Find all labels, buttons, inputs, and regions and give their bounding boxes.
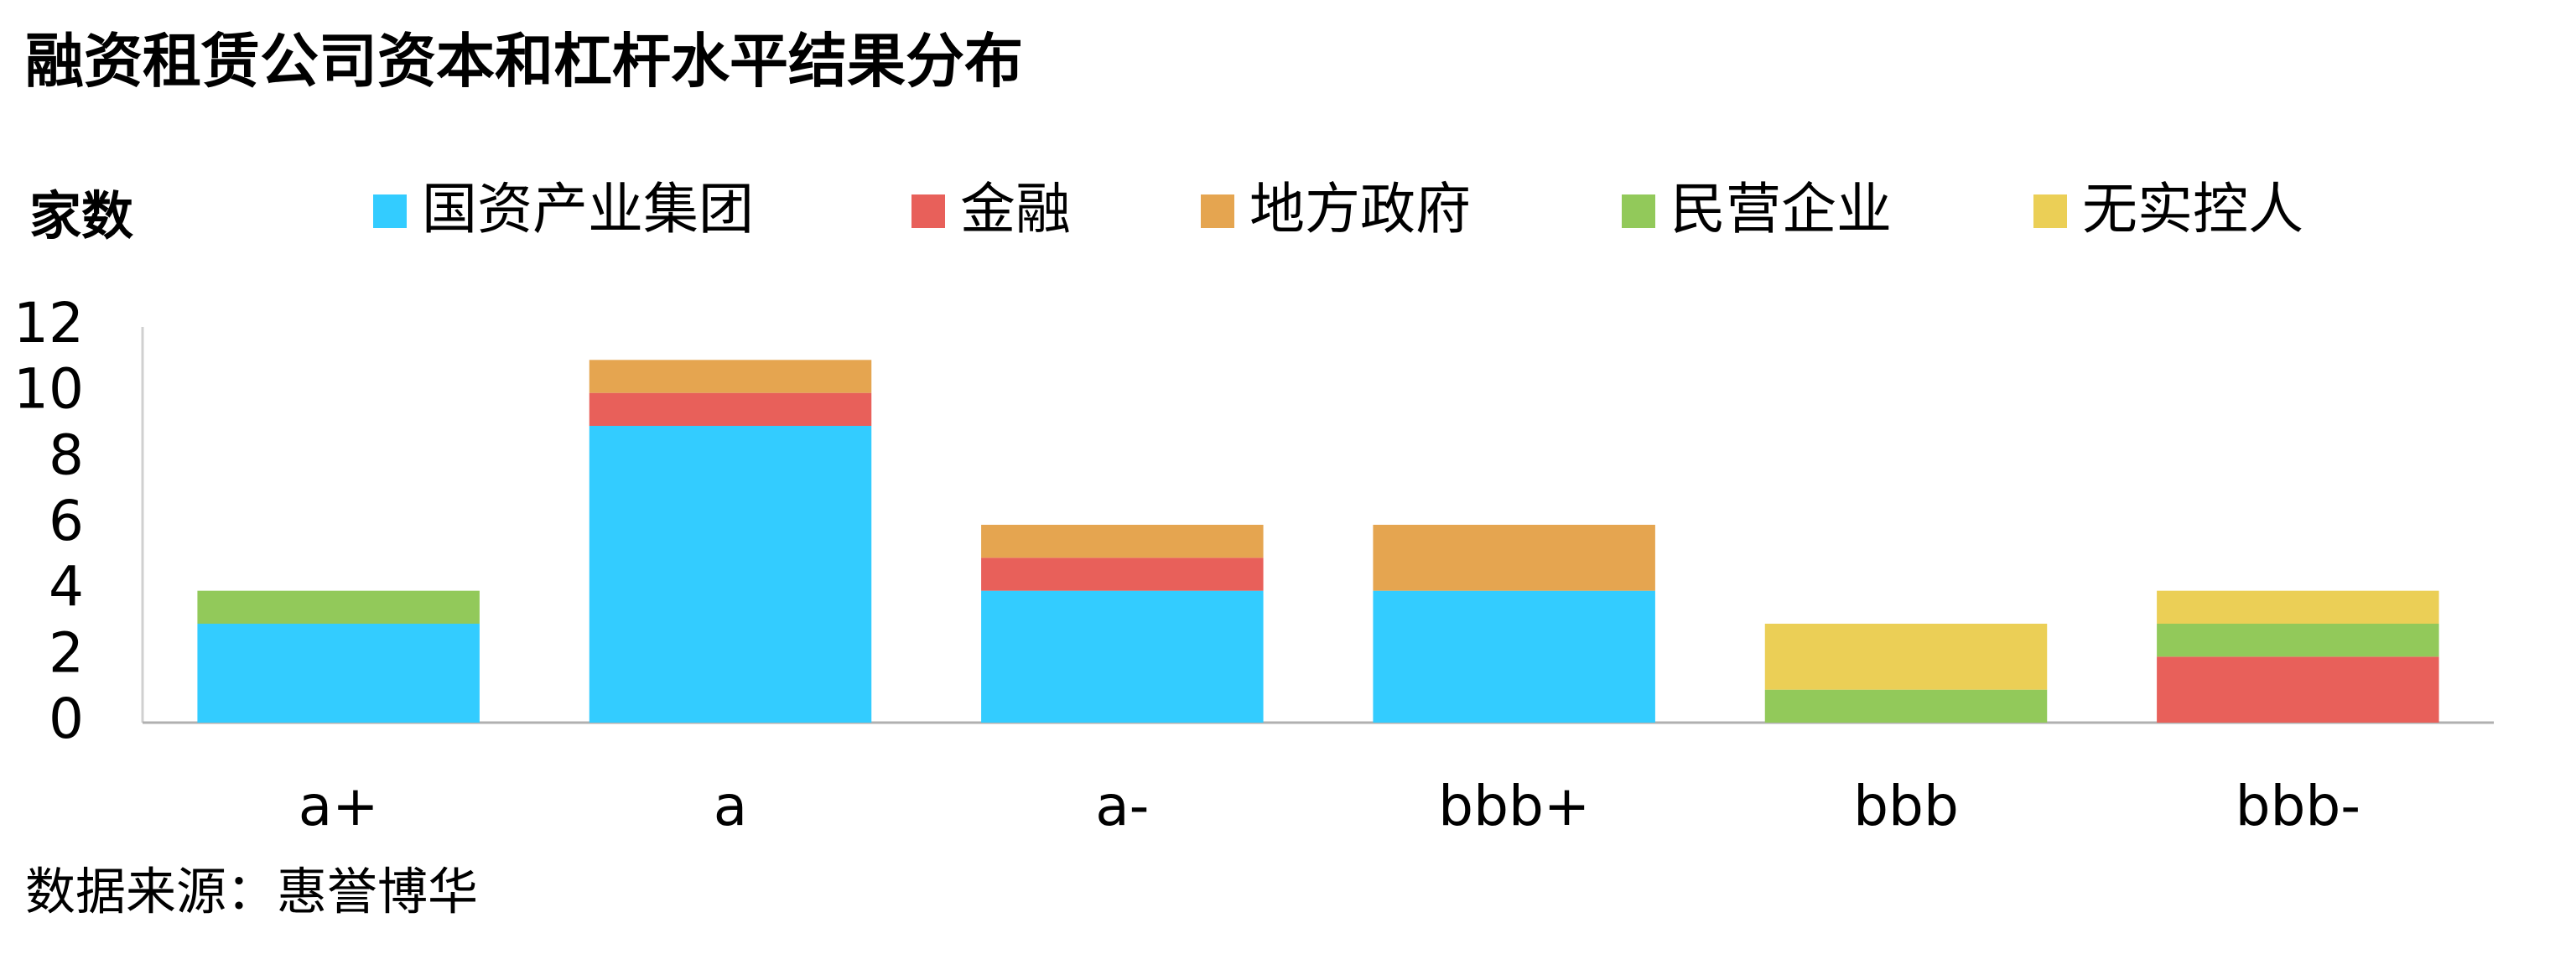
bar-segment [1764, 624, 2048, 690]
legend-swatch [911, 194, 945, 228]
legend-label: 无实控人 [2082, 177, 2303, 241]
y-tick-label: 12 [13, 291, 84, 355]
bar-segment [1373, 525, 1655, 591]
x-tick-label: a+ [299, 774, 379, 838]
legend-label: 金融 [960, 177, 1071, 241]
bar-segment [981, 525, 1264, 558]
bar-segment [1373, 590, 1655, 723]
bar-segment [1764, 689, 2048, 723]
x-tick-label: bbb [1853, 774, 1959, 838]
y-tick-label: 2 [49, 620, 84, 685]
y-tick-label: 10 [13, 357, 84, 422]
x-tick-label: bbb- [2236, 774, 2361, 838]
y-tick-label: 4 [49, 555, 84, 620]
legend-label: 地方政府 [1249, 177, 1471, 241]
bar-segment [981, 557, 1264, 591]
y-tick-label: 8 [49, 423, 84, 487]
chart-title: 融资租赁公司资本和杠杆水平结果分布 [25, 27, 1023, 96]
bar-segment [197, 590, 480, 624]
legend-label: 国资产业集团 [422, 177, 754, 241]
bar-segment [2157, 590, 2439, 624]
y-tick-label: 6 [49, 489, 84, 553]
y-tick-label: 0 [49, 687, 84, 751]
legend-swatch [1201, 194, 1234, 228]
bar-segment [197, 624, 480, 723]
legend-swatch [373, 194, 407, 228]
legend-swatch [2033, 194, 2067, 228]
bar-segment [589, 392, 872, 426]
x-tick-label: a [714, 774, 747, 838]
source-note: 数据来源：惠誉博华 [25, 863, 478, 922]
legend-label: 民营企业 [1670, 177, 1892, 241]
legend-swatch [1622, 194, 1655, 228]
x-tick-label: bbb+ [1438, 774, 1590, 838]
y-axis-label: 家数 [29, 185, 133, 246]
bar-segment [589, 360, 872, 393]
bar-segment [2157, 624, 2439, 657]
bar-segment [2157, 656, 2439, 723]
x-tick-label: a- [1095, 774, 1149, 838]
bar-segment [981, 590, 1264, 723]
bar-segment [589, 426, 872, 723]
